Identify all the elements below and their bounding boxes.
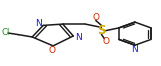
Text: N: N — [132, 45, 138, 54]
Text: O: O — [92, 13, 99, 22]
Text: O: O — [102, 37, 109, 46]
Text: Cl: Cl — [1, 28, 10, 37]
Text: S: S — [97, 24, 106, 36]
Text: O: O — [49, 46, 56, 55]
Text: N: N — [75, 33, 81, 42]
Text: N: N — [35, 19, 42, 28]
